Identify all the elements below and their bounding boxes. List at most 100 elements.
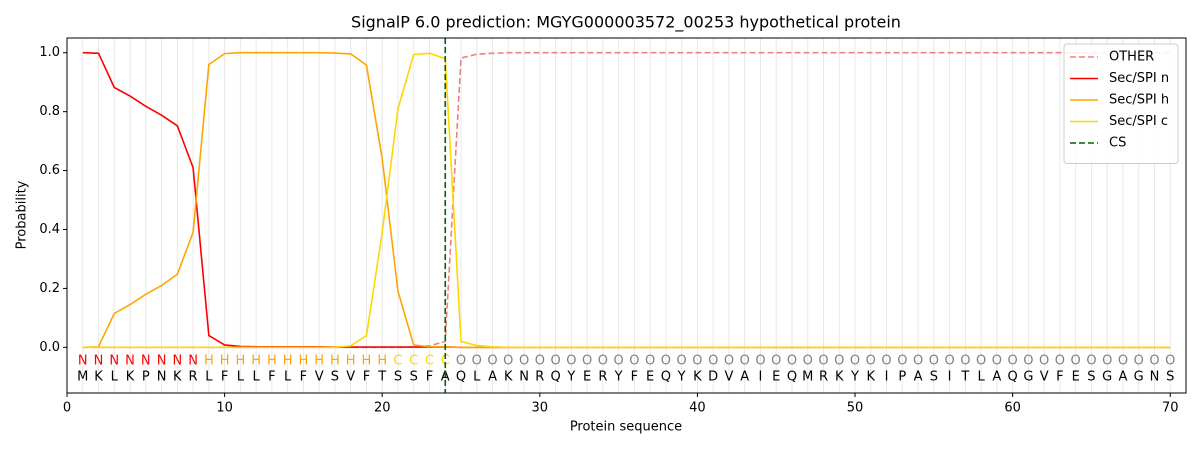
residue: I xyxy=(885,370,889,385)
residue: G xyxy=(1023,370,1033,385)
region-label: C xyxy=(409,354,418,369)
region-label: O xyxy=(1102,354,1112,369)
y-tick-label: 0.6 xyxy=(39,163,60,178)
residue: P xyxy=(898,370,906,385)
y-axis-label: Probability xyxy=(15,180,30,249)
region-label: O xyxy=(834,354,844,369)
residue: K xyxy=(126,370,135,385)
residue: N xyxy=(157,370,167,385)
residue: Q xyxy=(661,370,671,385)
residue: S xyxy=(410,370,418,385)
residue: S xyxy=(1087,370,1095,385)
residue: S xyxy=(930,370,938,385)
residue: L xyxy=(205,370,213,385)
region-label: O xyxy=(566,354,576,369)
legend-label: OTHER xyxy=(1109,50,1154,65)
region-label: H xyxy=(235,354,245,369)
region-label: H xyxy=(362,354,372,369)
residue: T xyxy=(960,370,969,385)
residue: L xyxy=(111,370,119,385)
residue: F xyxy=(1056,370,1063,385)
residue: L xyxy=(977,370,985,385)
region-label: O xyxy=(1039,354,1049,369)
residue: K xyxy=(693,370,702,385)
region-label: O xyxy=(1149,354,1159,369)
region-label: O xyxy=(866,354,876,369)
residue: F xyxy=(426,370,433,385)
residue: R xyxy=(819,370,828,385)
series-line xyxy=(82,51,1171,349)
x-tick-label: 30 xyxy=(532,401,549,416)
residue: S xyxy=(331,370,339,385)
region-label: O xyxy=(724,354,734,369)
residue: F xyxy=(300,370,307,385)
residue: S xyxy=(394,370,402,385)
y-tick-label: 0.4 xyxy=(39,222,60,237)
region-label: N xyxy=(109,354,119,369)
region-label: O xyxy=(897,354,907,369)
region-label: O xyxy=(677,354,687,369)
region-label: O xyxy=(960,354,970,369)
region-label: C xyxy=(441,354,450,369)
residue: Y xyxy=(850,370,859,385)
x-tick-label: 0 xyxy=(63,401,71,416)
region-label: O xyxy=(755,354,765,369)
residue: T xyxy=(377,370,386,385)
residue: N xyxy=(1150,370,1160,385)
residue: K xyxy=(867,370,876,385)
residue: G xyxy=(1102,370,1112,385)
residue: F xyxy=(363,370,370,385)
x-axis-label: Protein sequence xyxy=(570,420,682,435)
residue: V xyxy=(1040,370,1049,385)
region-label: O xyxy=(881,354,891,369)
region-label: H xyxy=(251,354,261,369)
region-label: O xyxy=(614,354,624,369)
y-tick-label: 1.0 xyxy=(39,45,60,60)
x-tick-label: 20 xyxy=(374,401,391,416)
region-label: H xyxy=(346,354,356,369)
region-label: N xyxy=(157,354,167,369)
x-tick-label: 10 xyxy=(216,401,233,416)
region-label: N xyxy=(78,354,88,369)
residue: A xyxy=(441,370,450,385)
region-label: O xyxy=(929,354,939,369)
region-label: O xyxy=(708,354,718,369)
legend-label: Sec/SPI n xyxy=(1109,71,1169,86)
plot-frame xyxy=(66,37,1187,394)
region-label: O xyxy=(503,354,513,369)
region-label: H xyxy=(283,354,293,369)
region-label: N xyxy=(141,354,151,369)
residue: E xyxy=(1072,370,1080,385)
residue: A xyxy=(740,370,749,385)
region-label: O xyxy=(1023,354,1033,369)
residue: K xyxy=(504,370,513,385)
chart-title: SignalP 6.0 prediction: MGYG000003572_00… xyxy=(351,13,901,33)
residue: V xyxy=(724,370,733,385)
residue: R xyxy=(535,370,544,385)
region-label: O xyxy=(771,354,781,369)
residue: P xyxy=(142,370,150,385)
series-line xyxy=(82,52,1171,349)
region-label: O xyxy=(519,354,529,369)
x-tick-label: 40 xyxy=(689,401,706,416)
residue: S xyxy=(1166,370,1174,385)
region-label: O xyxy=(740,354,750,369)
residue: E xyxy=(583,370,591,385)
region-label: O xyxy=(472,354,482,369)
residue: K xyxy=(835,370,844,385)
region-label: O xyxy=(1055,354,1065,369)
region-label: H xyxy=(377,354,387,369)
x-tick-label: 70 xyxy=(1162,401,1179,416)
legend-label: CS xyxy=(1109,136,1126,151)
region-label: O xyxy=(818,354,828,369)
residue: L xyxy=(253,370,261,385)
region-label: O xyxy=(913,354,923,369)
region-label: O xyxy=(992,354,1002,369)
residue: L xyxy=(284,370,292,385)
region-label: N xyxy=(94,354,104,369)
region-label: O xyxy=(1118,354,1128,369)
residue: V xyxy=(346,370,355,385)
region-label: O xyxy=(787,354,797,369)
region-label: O xyxy=(598,354,608,369)
